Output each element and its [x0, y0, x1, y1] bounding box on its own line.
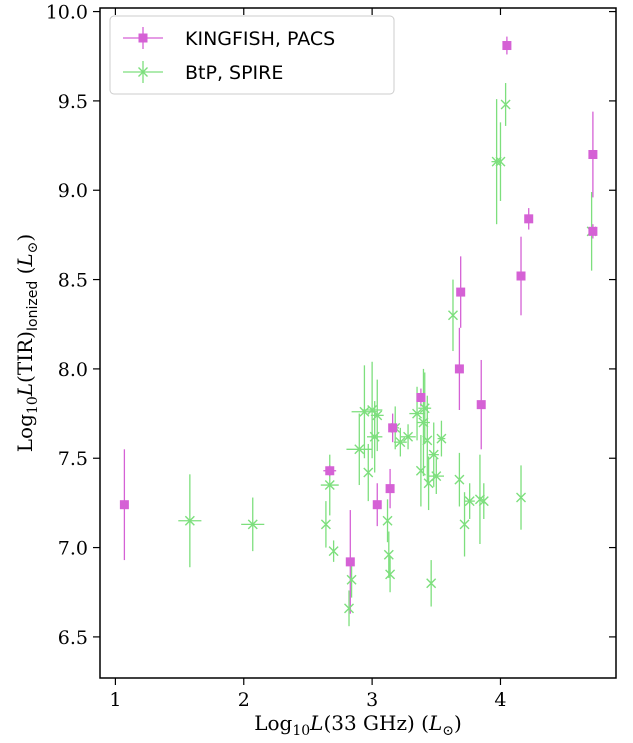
btp-point [436, 433, 447, 444]
kingfish-point [385, 484, 395, 494]
kingfish-point [416, 392, 426, 402]
y-tick-label: 8.5 [58, 270, 88, 292]
x-axis-label-unit-L: L [428, 711, 442, 735]
y-axis-label-L: L [13, 383, 37, 397]
kingfish-point [372, 500, 382, 510]
y-axis-label-log: Log [13, 414, 37, 452]
kingfish-point [119, 500, 129, 510]
error-bars [123, 36, 594, 627]
kingfish-point [345, 557, 355, 567]
btp-point [184, 515, 195, 526]
legend-box [109, 15, 395, 95]
y-tick-label: 9.0 [58, 180, 88, 202]
btp-point [500, 99, 511, 110]
kingfish-point [476, 400, 486, 410]
kingfish-point [454, 364, 464, 374]
btp-point [344, 603, 355, 614]
btp-point [247, 519, 258, 530]
btp-point [383, 549, 394, 560]
x-tick-label: 2 [238, 689, 250, 711]
x-axis-label: Log10L(33 GHz) (L⊙) [254, 711, 462, 739]
kingfish-point [588, 226, 598, 236]
y-tick-label: 8.0 [58, 359, 88, 381]
y-axis-ticks: 6.5 7.0 7.5 8.0 8.5 9.0 9.5 10.0 [46, 2, 616, 649]
x-tick-label: 4 [494, 689, 506, 711]
kingfish-point [516, 271, 526, 281]
btp-point [516, 492, 527, 503]
btp-point [431, 471, 442, 482]
legend-btp-label: BtP, SPIRE [185, 62, 283, 84]
btp-point [359, 406, 370, 417]
legend-kingfish-marker [138, 33, 148, 43]
y-axis-label: Log10L(TIR)Ionized (L⊙) [13, 234, 41, 452]
btp-point [395, 437, 406, 448]
btp-point [403, 431, 414, 442]
kingfish-point [588, 150, 598, 160]
kingfish-point [456, 287, 466, 297]
btp-point [491, 156, 502, 167]
btp-point [382, 515, 393, 526]
x-axis-label-L: L [309, 711, 323, 735]
y-axis-label-sun: ⊙ [25, 242, 41, 254]
y-axis-label-open: ( [13, 267, 37, 281]
y-axis-label-quantity: (TIR) [13, 331, 37, 383]
y-tick-label: 10.0 [46, 2, 88, 24]
data-markers [119, 41, 598, 614]
x-axis-label-close: ) [454, 711, 462, 735]
y-axis-label-sub: 10 [25, 396, 41, 414]
btp-point [478, 496, 489, 507]
btp-point [324, 480, 335, 491]
btp-point [495, 156, 506, 167]
btp-point [354, 444, 365, 455]
btp-point [363, 467, 374, 478]
btp-point [328, 546, 339, 557]
y-tick-label: 7.0 [58, 538, 88, 560]
btp-point [412, 408, 423, 419]
btp-point [369, 431, 380, 442]
btp-point [454, 474, 465, 485]
kingfish-point [502, 41, 512, 51]
plot-frame [99, 7, 617, 679]
legend-btp-marker [138, 67, 148, 77]
btp-point [422, 435, 433, 446]
x-axis-label-sun: ⊙ [442, 723, 454, 739]
btp-point [464, 496, 475, 507]
legend: KINGFISH, PACS BtP, SPIRE [109, 15, 395, 95]
btp-point [447, 310, 458, 321]
kingfish-point [388, 423, 398, 433]
x-axis-ticks: 1 2 3 4 [109, 8, 507, 711]
y-axis-label-close: ) [13, 234, 37, 242]
btp-point [385, 569, 396, 580]
x-axis-label-sub: 10 [292, 723, 310, 739]
y-tick-label: 7.5 [58, 448, 88, 470]
y-tick-label: 6.5 [58, 627, 88, 649]
y-tick-label: 9.5 [58, 91, 88, 113]
kingfish-point [325, 466, 335, 476]
btp-point [459, 519, 470, 530]
btp-point [428, 449, 439, 460]
x-axis-label-quantity: (33 GHz) ( [323, 711, 429, 735]
kingfish-point [524, 214, 534, 224]
x-tick-label: 1 [109, 689, 121, 711]
btp-point [418, 417, 429, 428]
x-tick-label: 3 [366, 689, 378, 711]
y-axis-label-unit-L: L [13, 253, 37, 267]
btp-point [346, 574, 357, 585]
btp-point [426, 578, 437, 589]
x-axis-label-log: Log [254, 711, 292, 735]
btp-point [320, 519, 331, 530]
legend-kingfish-label: KINGFISH, PACS [185, 28, 335, 50]
y-axis-label-ionized: Ionized [25, 281, 41, 331]
btp-point [372, 410, 383, 421]
btp-point [419, 403, 430, 414]
btp-point [415, 465, 426, 476]
